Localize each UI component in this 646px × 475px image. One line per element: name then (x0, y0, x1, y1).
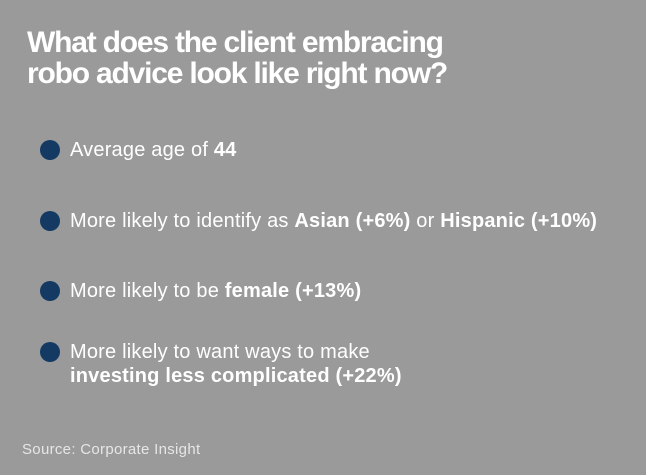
bullet-text: More likely to want ways to make investin… (70, 341, 402, 387)
bullet-text: More likely to be female (+13%) (70, 280, 362, 302)
page-title-line-2: robo advice look like right now? (27, 57, 448, 90)
source-attribution: Source: Corporate Insight (22, 441, 201, 458)
bullet-text: Average age of 44 (70, 139, 237, 161)
bullet-item-average-age: Average age of 44 (40, 138, 237, 162)
bullet-item-ethnicity: More likely to identify as Asian (+6%) o… (40, 209, 597, 233)
bullet-dot-icon (40, 281, 60, 301)
bullet-item-simplicity: More likely to want ways to make investin… (40, 340, 402, 388)
bullet-dot-icon (40, 211, 60, 231)
page-title: What does the client embracing robo advi… (27, 26, 448, 90)
bullet-text: More likely to identify as Asian (+6%) o… (70, 210, 598, 232)
page-title-line-1: What does the client embracing (27, 26, 444, 59)
bullet-dot-icon (40, 342, 60, 362)
bullet-dot-icon (40, 140, 60, 160)
bullet-item-gender: More likely to be female (+13%) (40, 279, 361, 303)
